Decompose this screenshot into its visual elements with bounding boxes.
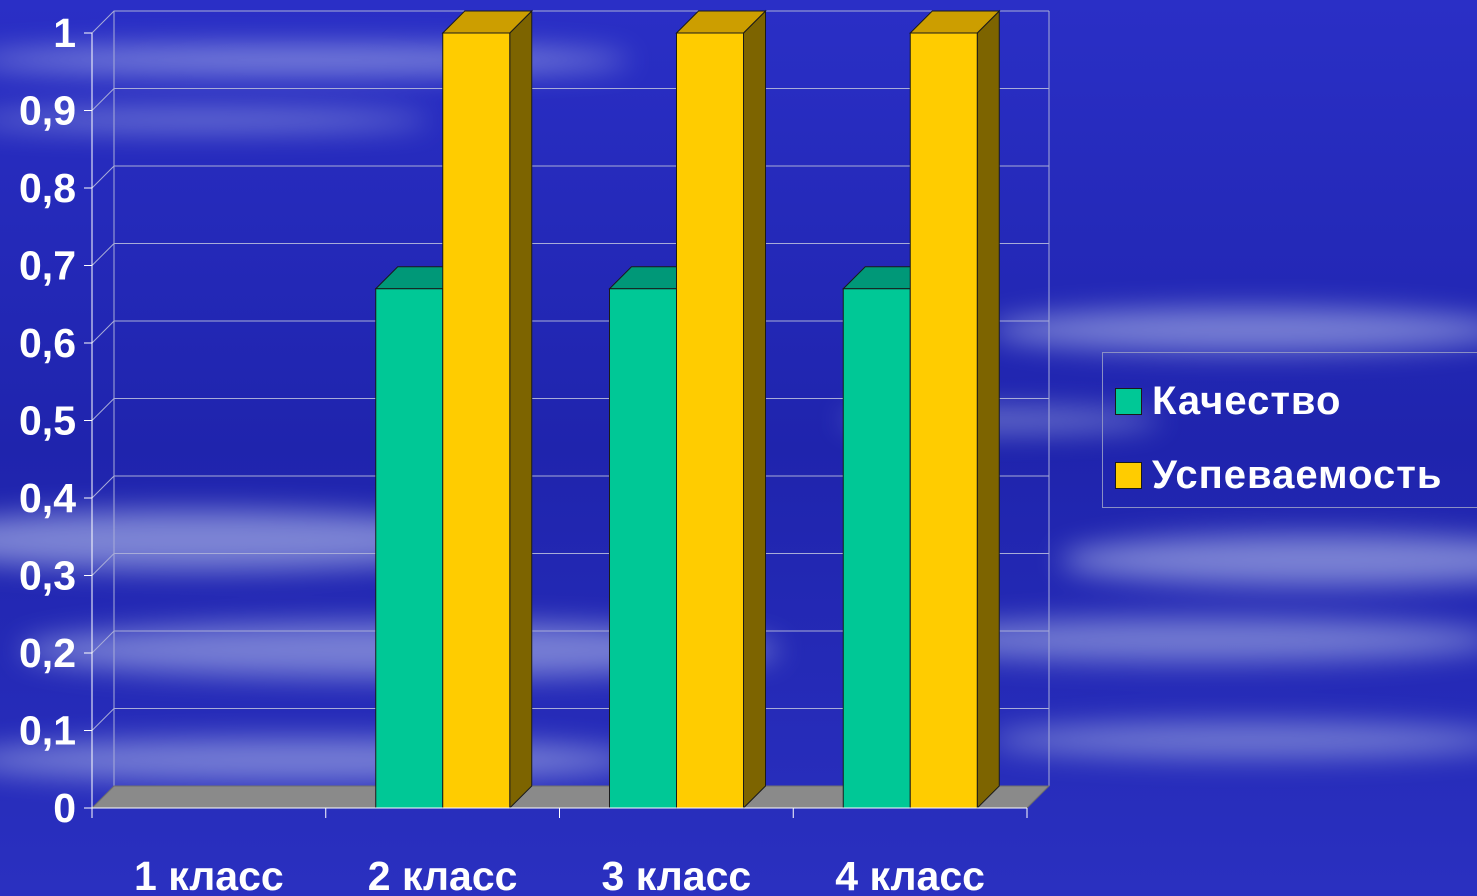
bar-side bbox=[743, 9, 766, 810]
y-tick-label: 0,3 bbox=[19, 553, 76, 599]
y-tick-label: 0,4 bbox=[19, 475, 76, 521]
bar bbox=[441, 9, 533, 810]
bar-front bbox=[442, 32, 511, 809]
y-tick-label: 0,7 bbox=[19, 243, 76, 289]
bar-front bbox=[676, 32, 744, 809]
legend-swatch-kachestvo bbox=[1115, 388, 1142, 415]
legend-swatch-uspevaemost bbox=[1115, 462, 1142, 489]
legend-label-kachestvo: Качество bbox=[1152, 379, 1342, 423]
bar-front bbox=[909, 32, 978, 809]
y-tick-label: 0,6 bbox=[19, 320, 76, 366]
y-tick-label: 0,1 bbox=[19, 708, 76, 754]
y-tick-label: 0,9 bbox=[19, 88, 76, 134]
bar-side bbox=[509, 9, 533, 810]
y-tick-label: 0,2 bbox=[19, 630, 76, 676]
legend-item-uspevaemost: Успеваемость bbox=[1115, 453, 1442, 498]
bar-front bbox=[375, 288, 444, 809]
x-tick-label: 3 класс bbox=[602, 853, 752, 896]
bar bbox=[675, 9, 767, 810]
cloud-streaks bbox=[0, 46, 1477, 782]
bar-front bbox=[842, 288, 911, 809]
x-tick-label: 2 класс bbox=[368, 853, 518, 896]
y-tick-label: 0,5 bbox=[19, 398, 76, 444]
legend-label-uspevaemost: Успеваемость bbox=[1152, 453, 1443, 497]
bar-side bbox=[976, 9, 1000, 810]
y-tick-label: 0,8 bbox=[19, 165, 76, 211]
y-tick-label: 1 bbox=[53, 10, 76, 56]
legend: Качество Успеваемость bbox=[1102, 352, 1477, 508]
x-tick-label: 4 класс bbox=[835, 853, 985, 896]
bar-front bbox=[609, 288, 677, 809]
x-tick-label: 1 класс bbox=[134, 853, 284, 896]
y-tick-label: 0 bbox=[53, 785, 76, 831]
bar bbox=[909, 9, 1001, 810]
legend-item-kachestvo: Качество bbox=[1115, 379, 1341, 424]
